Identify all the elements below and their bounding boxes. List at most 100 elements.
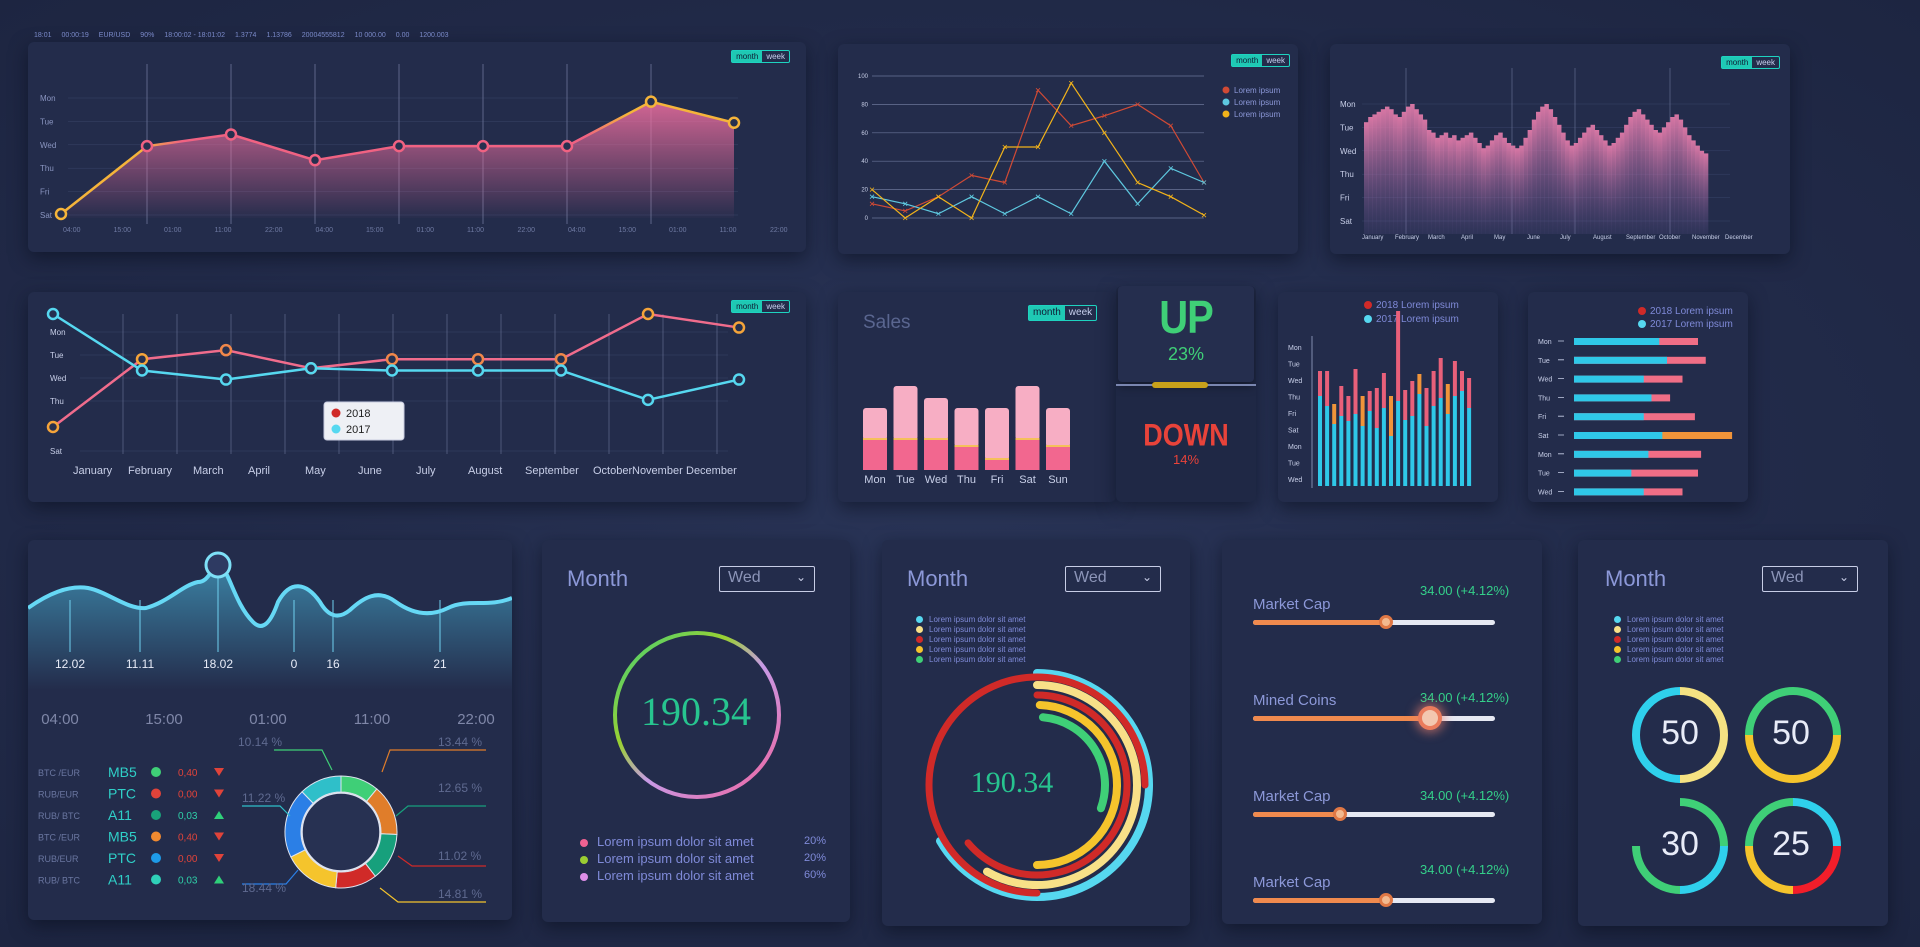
- bar: [1494, 135, 1499, 234]
- slider-track[interactable]: [1253, 893, 1495, 907]
- bar: [1502, 137, 1507, 234]
- x-tick-label: January: [1362, 235, 1383, 241]
- bar: [1598, 135, 1604, 234]
- x-tick-label: 15:00: [366, 227, 384, 234]
- bar-divider: [985, 458, 1009, 460]
- pair-label: BTC /EUR: [38, 833, 81, 843]
- data-point: [644, 95, 658, 108]
- legend-item: Lorem ipsum dolor sit amet: [1614, 635, 1723, 645]
- ticker-item: 20004555812: [301, 32, 345, 39]
- slider-fill: [1253, 812, 1341, 817]
- period-toggle[interactable]: month week: [1721, 56, 1780, 69]
- down-label: DOWN: [1143, 417, 1229, 453]
- bar: [1556, 124, 1562, 234]
- period-toggle[interactable]: month week: [1231, 54, 1290, 67]
- bar: [1607, 145, 1612, 234]
- data-point: [1068, 211, 1074, 217]
- bar: [1586, 127, 1591, 234]
- legend-label: Lorem ipsum: [1234, 110, 1281, 119]
- month-tab[interactable]: month: [732, 301, 763, 312]
- legend-text: Lorem ipsum dolor sit amet: [929, 615, 1026, 624]
- bar: [1489, 140, 1495, 234]
- pair-label: BTC /EUR: [38, 768, 81, 778]
- day-select[interactable]: Wed ⌄: [719, 566, 815, 592]
- y-tick-label: Thu: [1288, 395, 1300, 402]
- legend-text: Lorem ipsum dolor sit amet: [1627, 615, 1724, 624]
- ring-chart: [1632, 845, 1681, 894]
- arc-red-inner: [964, 691, 1131, 879]
- legend-label: 2017 Lorem ipsum: [1650, 319, 1733, 330]
- bar: [1544, 104, 1549, 234]
- week-tab[interactable]: week: [1068, 307, 1093, 318]
- ring-value: 50: [1661, 714, 1699, 752]
- slider-track[interactable]: [1253, 706, 1495, 730]
- data-point: [1035, 194, 1041, 199]
- y-tick-label: Mon: [1288, 444, 1302, 451]
- week-tab[interactable]: week: [766, 302, 785, 311]
- period-toggle[interactable]: month week: [731, 300, 790, 313]
- period-toggle[interactable]: month week: [731, 50, 790, 63]
- legend-dot: [1614, 626, 1621, 634]
- bar-divider: [893, 438, 918, 440]
- bar: [1384, 106, 1390, 234]
- month-tab[interactable]: month: [1232, 55, 1263, 66]
- month-tab[interactable]: month: [732, 51, 763, 62]
- bar-lower: [1015, 440, 1040, 470]
- data-point: [1068, 80, 1074, 86]
- data-point: [1168, 123, 1174, 128]
- x-tick-label: 15:00: [145, 711, 183, 728]
- data-point: [727, 116, 741, 129]
- month-tab[interactable]: month: [1722, 57, 1753, 68]
- y-tick-label: Sat: [1340, 217, 1353, 226]
- slider-track[interactable]: [1253, 615, 1495, 629]
- bar: [1372, 114, 1377, 234]
- legend-dot: [1614, 646, 1621, 654]
- bar-2018: [1438, 358, 1443, 398]
- data-point: [219, 343, 233, 357]
- period-toggle[interactable]: month week: [1028, 305, 1098, 321]
- slider-label: Market Cap: [1253, 596, 1331, 613]
- day-select[interactable]: Wed ⌄: [1762, 566, 1858, 592]
- bar: [1418, 114, 1424, 234]
- slider-track[interactable]: [1253, 807, 1495, 821]
- week-tab[interactable]: week: [766, 52, 785, 61]
- slider-handle[interactable]: [1417, 706, 1442, 730]
- bar-divider: [863, 438, 887, 440]
- bar-2017: [1410, 416, 1415, 486]
- bar-2017: [1424, 426, 1429, 486]
- x-tick-label: June: [1527, 235, 1541, 241]
- slider-handle[interactable]: [1379, 615, 1394, 629]
- data-point: [1102, 130, 1107, 136]
- legend-text: Lorem ipsum dolor sit amet: [597, 834, 754, 849]
- legend-label: 2017 Lorem ipsum: [1376, 314, 1459, 325]
- bar-2018: [1403, 390, 1408, 420]
- bar: [1405, 106, 1411, 234]
- x-tick-label: 22:00: [518, 227, 536, 234]
- ring-chart: [1792, 687, 1841, 736]
- bar: [1603, 140, 1608, 234]
- bar-lower: [1046, 447, 1070, 470]
- ring-chart: [1792, 798, 1841, 847]
- day-select[interactable]: Wed ⌄: [1065, 566, 1161, 592]
- bar-2017: [1574, 488, 1644, 496]
- bar-2018: [1346, 396, 1351, 421]
- bar-2017: [1403, 420, 1408, 486]
- y-tick-label: Wed: [50, 374, 66, 383]
- down-value: 14%: [1172, 452, 1200, 467]
- donut-label: 14.81 %: [438, 887, 482, 901]
- y-tick-label: Wed: [1340, 147, 1356, 156]
- bar: [1443, 132, 1449, 234]
- bar: [1540, 106, 1545, 234]
- leader-line: [395, 805, 486, 817]
- month-tab[interactable]: month: [1029, 306, 1065, 320]
- bar: [1619, 132, 1625, 234]
- legend-item: Lorem ipsum dolor sit amet: [1614, 615, 1723, 625]
- slider-handle[interactable]: [1333, 807, 1348, 821]
- point-label: 18.02: [203, 657, 233, 671]
- week-tab[interactable]: week: [1266, 56, 1285, 65]
- sales-panel: Sales month week Mon Tue Wed Thu Fri Sat Sun: [838, 292, 1116, 502]
- bar: [1569, 145, 1575, 234]
- slider-handle[interactable]: [1379, 893, 1394, 907]
- bar: [1615, 137, 1621, 234]
- week-tab[interactable]: week: [1756, 58, 1775, 67]
